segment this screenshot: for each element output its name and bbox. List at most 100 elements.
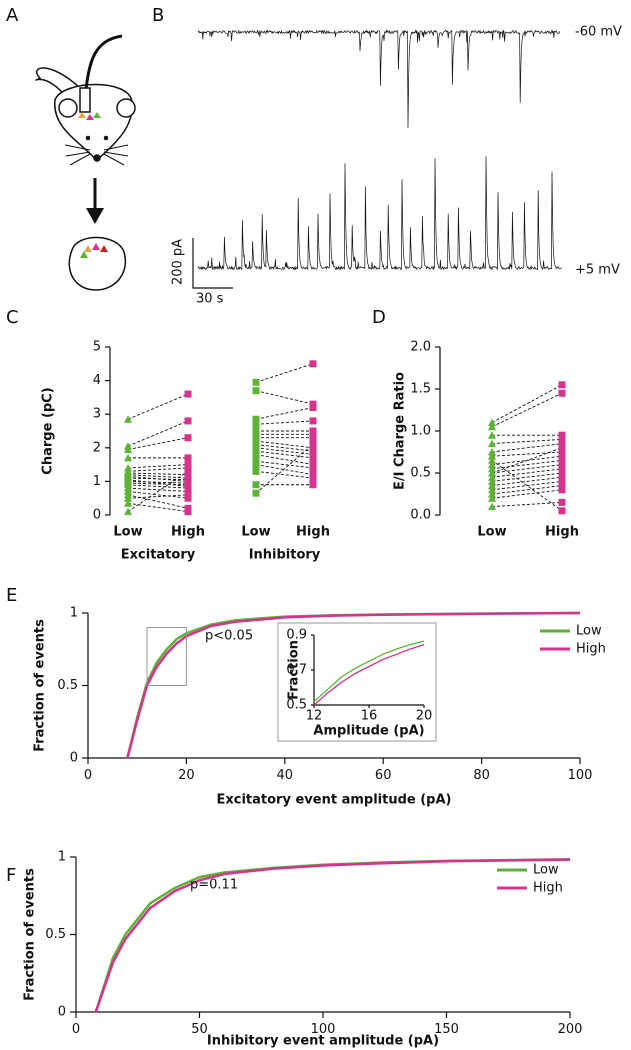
y-tick-label: 4 <box>93 373 101 388</box>
trace-label: -60 mV <box>575 25 622 40</box>
x-tick-label: 40 <box>277 768 294 783</box>
data-point <box>558 381 566 389</box>
data-point <box>488 439 496 448</box>
data-point <box>184 482 192 490</box>
data-point <box>558 465 566 473</box>
data-point <box>184 417 192 425</box>
data-point <box>488 502 496 511</box>
data-point <box>124 499 132 507</box>
y-tick-label: 0.5 <box>410 466 431 481</box>
y-tick-label: 1 <box>58 850 66 865</box>
data-point <box>252 467 260 475</box>
data-point <box>488 460 496 469</box>
data-point <box>488 473 496 481</box>
pair-line <box>127 470 189 513</box>
pair-line <box>491 501 563 508</box>
pair-line <box>491 485 563 495</box>
pair-line <box>491 443 563 453</box>
mouse-illustration <box>35 34 136 291</box>
data-point <box>488 485 496 494</box>
pair-line <box>491 464 563 474</box>
pair-line <box>127 420 189 447</box>
axes <box>75 857 570 1013</box>
pair-line <box>255 447 314 455</box>
x-tick-label: 80 <box>473 768 490 783</box>
pair-line <box>491 392 563 428</box>
data-point <box>558 452 566 460</box>
data-point <box>252 378 260 386</box>
data-point <box>488 477 496 485</box>
y-tick-label: 3 <box>93 407 101 422</box>
pair-line <box>255 420 314 425</box>
x-axis-title: Inhibitory event amplitude (pA) <box>207 1034 439 1049</box>
y-tick-label: 2 <box>93 440 101 455</box>
data-point <box>558 507 566 515</box>
pair-line <box>255 440 314 449</box>
pair-line <box>491 459 563 470</box>
pair-line <box>127 437 189 450</box>
y-tick-label: 2.0 <box>410 340 431 355</box>
pair-line <box>255 454 314 466</box>
x-tick-label: Low <box>113 525 142 540</box>
x-axis-title: Amplitude (pA) <box>313 724 424 739</box>
zoom-box <box>146 627 187 686</box>
y-tick-label: 0.7 <box>286 663 307 678</box>
trace-label: +5 mV <box>575 263 620 278</box>
data-point <box>309 481 317 489</box>
data-point <box>309 454 317 462</box>
data-point <box>309 464 317 472</box>
pair-line <box>127 494 189 499</box>
y-axis-title: Fraction <box>287 640 302 700</box>
pair-line <box>127 474 189 479</box>
data-point <box>252 420 260 428</box>
pair-line <box>127 482 189 486</box>
data-point <box>184 491 192 499</box>
data-point <box>558 473 566 481</box>
y-tick-label: 0.5 <box>57 678 78 693</box>
pair-line <box>255 470 314 479</box>
pair-line <box>127 467 189 472</box>
pair-line <box>255 444 314 494</box>
data-point <box>252 481 260 489</box>
y-tick-label: 0.0 <box>410 508 431 523</box>
pair-line <box>491 476 563 487</box>
legend-label: Low <box>533 863 559 878</box>
pair-line <box>255 390 314 405</box>
y-tick-label: 0 <box>58 1005 66 1020</box>
x-tick-label: 150 <box>434 1022 459 1037</box>
data-point <box>558 486 566 494</box>
data-point <box>558 456 566 464</box>
data-point <box>488 490 496 498</box>
pair-line <box>127 393 189 420</box>
data-point <box>124 507 132 516</box>
data-point <box>124 475 132 484</box>
x-tick-label: Low <box>477 525 506 540</box>
pair-line <box>127 484 189 489</box>
pair-line <box>255 407 314 420</box>
pair-line <box>491 447 563 474</box>
x-tick-label: 0 <box>72 1022 80 1037</box>
recording-trace <box>197 156 562 271</box>
data-point <box>488 464 496 473</box>
panel-label: C <box>6 307 19 328</box>
pair-line <box>127 464 189 469</box>
data-point <box>252 489 260 497</box>
x-tick-label: 100 <box>568 768 593 783</box>
data-point <box>558 482 566 490</box>
cdf-line <box>126 611 581 759</box>
data-point <box>184 434 192 442</box>
x-tick-label: High <box>296 525 330 540</box>
x-tick-label: High <box>545 525 579 540</box>
data-point <box>252 387 260 395</box>
group-label: Inhibitory <box>249 548 321 563</box>
pair-line <box>255 464 314 476</box>
pair-line <box>127 487 189 492</box>
data-point <box>558 498 566 506</box>
cdf-line <box>94 858 571 1013</box>
pair-line <box>127 477 189 481</box>
data-point <box>309 360 317 368</box>
data-point <box>488 469 496 477</box>
annotation: p<0.05 <box>205 629 253 644</box>
data-point <box>124 453 132 462</box>
data-point <box>488 448 496 456</box>
